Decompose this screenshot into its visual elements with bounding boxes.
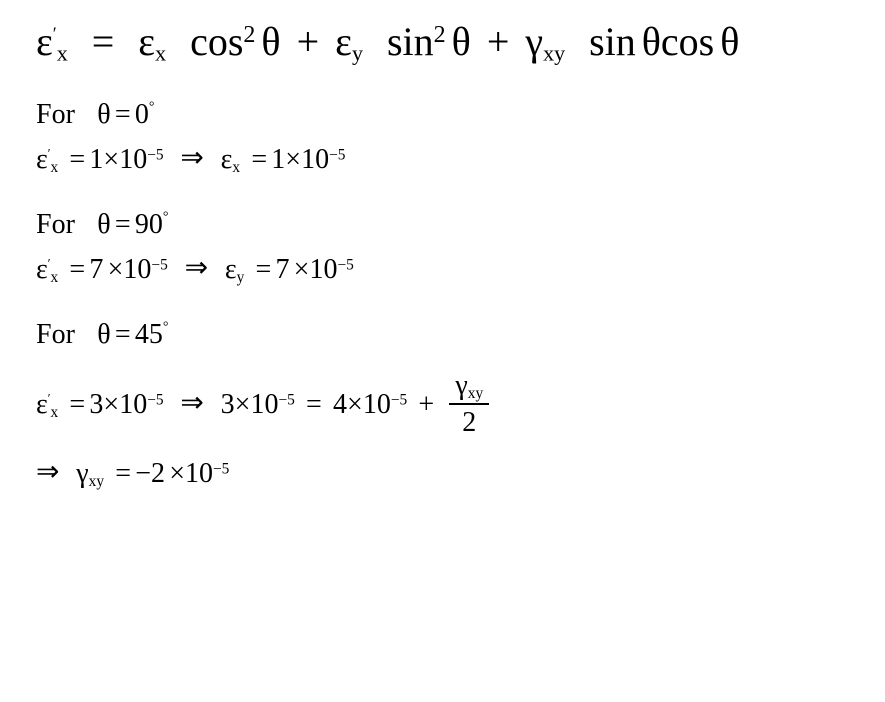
power-2: 2: [243, 22, 255, 48]
coef: 3: [89, 389, 103, 420]
eps-symbol: ε: [335, 19, 352, 64]
fraction-denominator: 2: [449, 405, 489, 440]
times-symbol: ×: [103, 144, 119, 175]
subscript-y: y: [352, 41, 363, 66]
for-theta-90: For θ=90°: [36, 207, 857, 242]
theta-symbol: θ: [261, 19, 280, 64]
degree-symbol: °: [163, 319, 169, 334]
cos-fn: cos: [190, 19, 243, 64]
eps-symbol: ε: [36, 254, 48, 285]
degree-symbol: °: [163, 209, 169, 224]
sin-fn: sin: [589, 19, 636, 64]
exponent: −5: [147, 146, 163, 163]
coef: 7: [275, 254, 289, 285]
times-symbol: ×: [285, 144, 301, 175]
eps-symbol: ε: [138, 19, 155, 64]
theta-symbol: θ: [97, 99, 110, 130]
coef: 1: [89, 144, 103, 175]
result-gamma-xy: ⇒ γxy =−2×10−5: [36, 456, 857, 491]
theta-symbol: θ: [97, 319, 110, 350]
eps-symbol: ε: [225, 254, 237, 285]
coef: 3: [221, 389, 235, 420]
subscript-x: x: [51, 159, 59, 176]
theta-value: 90: [135, 209, 163, 240]
subscript-x: x: [155, 41, 166, 66]
theta-value: 45: [135, 319, 163, 350]
coef: 7: [89, 254, 103, 285]
coef: 4: [333, 389, 347, 420]
gamma-symbol: γ: [76, 458, 88, 489]
result-theta-90: ε′x =7×10−5 ⇒ εy =7×10−5: [36, 252, 857, 287]
eps-symbol: ε: [221, 144, 233, 175]
exponent: −5: [337, 257, 353, 274]
times-symbol: ×: [347, 389, 363, 420]
times-symbol: ×: [294, 254, 310, 285]
implies-arrow: ⇒: [180, 385, 203, 420]
equation-theta-45: ε′x =3×10−5 ⇒ 3×10−5 = 4×10−5 + γxy 2: [36, 368, 857, 440]
result-theta-0: ε′x =1×10−5 ⇒ εx =1×10−5: [36, 142, 857, 177]
times-symbol: ×: [169, 458, 185, 489]
power-2: 2: [434, 22, 446, 48]
times-symbol: ×: [103, 389, 119, 420]
subscript-xy: xy: [468, 385, 483, 402]
for-label: For: [36, 209, 75, 240]
exponent: −5: [147, 391, 163, 408]
subscript-xy: xy: [89, 473, 104, 490]
fraction-gamma-over-2: γxy 2: [449, 368, 489, 440]
exponent: −5: [151, 257, 167, 274]
theta-symbol: θ: [720, 19, 739, 64]
times-symbol: ×: [235, 389, 251, 420]
subscript-xy: xy: [543, 41, 565, 66]
subscript-y: y: [237, 269, 245, 286]
coef: 1: [271, 144, 285, 175]
for-theta-0: For θ=0°: [36, 97, 857, 132]
minus-sign: −: [135, 458, 151, 489]
eps-symbol: ε: [36, 389, 48, 420]
page-root: ε′x = εx cos2θ + εy sin2θ + γxy sinθcosθ…: [0, 0, 885, 702]
for-theta-45: For θ=45°: [36, 317, 857, 352]
subscript-x: x: [51, 269, 59, 286]
sin-fn: sin: [387, 19, 434, 64]
eps-symbol: ε: [36, 144, 48, 175]
theta-symbol: θ: [97, 209, 110, 240]
for-label: For: [36, 319, 75, 350]
for-label: For: [36, 99, 75, 130]
implies-arrow: ⇒: [185, 251, 208, 286]
implies-arrow: ⇒: [36, 455, 59, 490]
degree-symbol: °: [149, 99, 155, 114]
exponent: −5: [391, 391, 407, 408]
subscript-x: x: [232, 159, 240, 176]
main-equation: ε′x = εx cos2θ + εy sin2θ + γxy sinθcosθ: [36, 18, 857, 67]
exponent: −5: [278, 391, 294, 408]
eps-symbol: ε: [36, 19, 53, 64]
theta-value: 0: [135, 99, 149, 130]
exponent: −5: [213, 461, 229, 478]
subscript-x: x: [57, 41, 68, 66]
gamma-symbol: γ: [525, 19, 543, 64]
implies-arrow: ⇒: [180, 140, 203, 175]
cos-fn: cos: [661, 19, 714, 64]
times-symbol: ×: [108, 254, 124, 285]
exponent: −5: [329, 146, 345, 163]
gamma-symbol: γ: [455, 370, 467, 401]
coef: 2: [151, 458, 165, 489]
subscript-x: x: [51, 403, 59, 420]
theta-symbol: θ: [642, 19, 661, 64]
theta-symbol: θ: [452, 19, 471, 64]
